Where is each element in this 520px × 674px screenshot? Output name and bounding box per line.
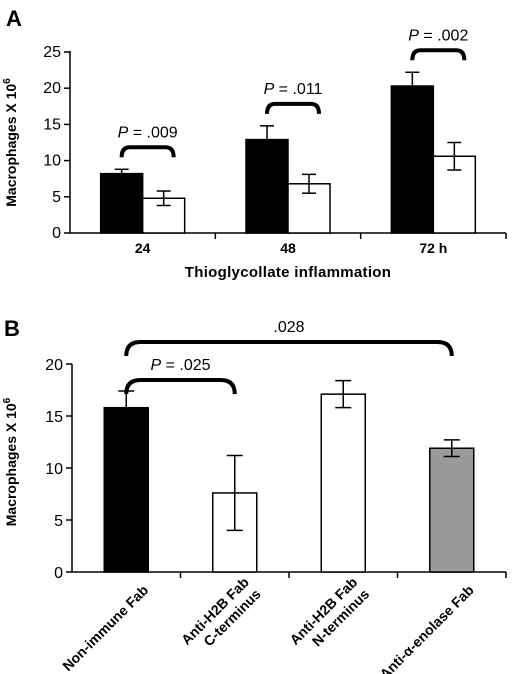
significance-bracket bbox=[124, 340, 454, 357]
p-value-label: P = .002 bbox=[408, 27, 468, 44]
panel-b-x-axis: Non-immune Fab Anti-H2B FabC-terminus Anti… bbox=[59, 571, 507, 674]
x-tick-label: Anti-H2B FabN-terminus bbox=[286, 574, 372, 660]
significance-bracket bbox=[124, 378, 237, 395]
panel-a-bars bbox=[99, 71, 477, 234]
bar bbox=[320, 393, 366, 573]
y-tick-label: 0 bbox=[54, 565, 63, 582]
x-tick-label: 24 bbox=[135, 240, 151, 256]
panel-a-annotations: P = .009 P = .011 P = .002 bbox=[118, 27, 468, 158]
panel-b: B 0 5 10 15 20 Non-immune Fab Anti-H2B FabC-t… bbox=[2, 316, 507, 674]
x-tick-label: Anti-H2B FabC-terminus bbox=[178, 574, 264, 660]
x-tick-label: 72 h bbox=[419, 240, 447, 256]
x-tick-label: Non-immune Fab bbox=[59, 582, 151, 674]
bar bbox=[245, 138, 289, 234]
y-tick-label: 20 bbox=[45, 357, 63, 374]
y-tick-label: 10 bbox=[45, 461, 63, 478]
y-tick-label: 25 bbox=[43, 44, 61, 61]
y-tick-label: 0 bbox=[52, 225, 61, 242]
bar bbox=[429, 447, 475, 573]
p-value-label: P = .009 bbox=[118, 124, 178, 141]
p-value-label: P = .011 bbox=[264, 81, 323, 98]
y-tick-label: 15 bbox=[45, 409, 63, 426]
p-value-label: .028 bbox=[273, 319, 304, 336]
panel-b-bars bbox=[103, 379, 475, 573]
significance-bracket bbox=[410, 48, 467, 61]
panel-a-x-axis: 24 48 72 h bbox=[70, 232, 507, 256]
x-tick-label: Anti-α-enolase Fab bbox=[376, 582, 476, 674]
bar bbox=[103, 406, 149, 573]
panel-b-annotations: P = .025 .028 bbox=[124, 319, 454, 395]
p-value-label: P = .025 bbox=[150, 357, 210, 374]
panel-a-y-axis: 0 5 10 15 20 25 bbox=[43, 44, 71, 242]
y-tick-label: 10 bbox=[43, 153, 61, 170]
y-tick-label: 5 bbox=[54, 513, 63, 530]
bar bbox=[390, 85, 435, 234]
panel-b-y-axis: 0 5 10 15 20 bbox=[45, 357, 73, 582]
x-tick-label: 48 bbox=[280, 240, 296, 256]
panel-a-label: A bbox=[6, 6, 22, 31]
bar bbox=[99, 172, 144, 234]
y-tick-label: 5 bbox=[52, 189, 61, 206]
panel-b-y-axis-label: Macrophages X 106 bbox=[2, 397, 19, 526]
panel-a-x-axis-label: Thioglycollate inflammation bbox=[185, 264, 391, 281]
y-tick-label: 15 bbox=[43, 116, 61, 133]
bar bbox=[287, 183, 331, 234]
significance-bracket bbox=[119, 145, 176, 158]
panel-a-y-axis-label: Macrophages X 106 bbox=[2, 78, 19, 207]
y-tick-label: 20 bbox=[43, 80, 61, 97]
panel-b-label: B bbox=[4, 316, 20, 341]
significance-bracket bbox=[265, 101, 321, 114]
